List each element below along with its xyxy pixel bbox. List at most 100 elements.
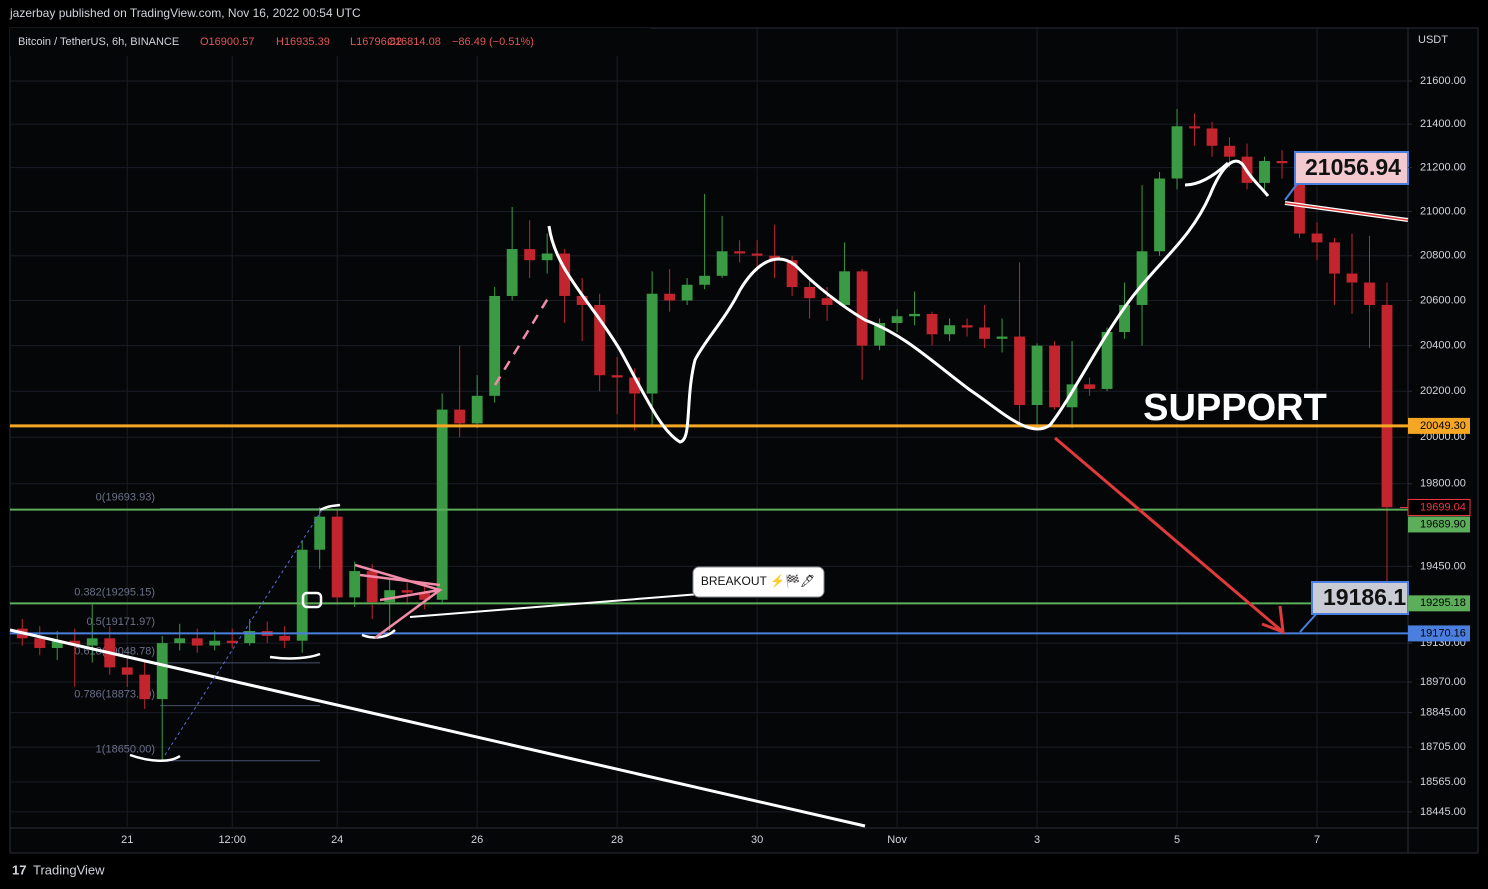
candle-body [1154,178,1165,252]
grid [10,28,1408,828]
axes: 21600.00 21400.00 21200.00 21000.00 20800.00… [121,75,1471,846]
legend-change: −86.49 (−0.51%) [452,36,534,48]
y-tick-label: 18845.00 [1420,707,1466,719]
candle-body [1294,163,1305,234]
last-price-tag [1407,498,1471,516]
y-tick-label: 18970.00 [1420,676,1466,688]
candle-body [926,313,938,335]
trend-line [9,628,866,828]
y-tick-label: 19800.00 [1420,478,1466,490]
candle-body [86,638,98,646]
candle-body [839,271,851,305]
candle-body [69,640,81,646]
candle-body [716,251,728,276]
candle-body [1276,161,1288,164]
candle-body [1066,384,1078,408]
axis-title: USDT [1418,34,1448,46]
x-tick-label: 28 [611,834,623,846]
candle-body [121,667,133,675]
candle-body [611,375,623,378]
fib-label: 0.786(18873.40) [74,689,155,701]
candle-body [856,271,868,346]
candle-body [559,253,571,296]
fib-trend [164,509,323,756]
candle-body [1364,282,1375,305]
candle-body [1224,145,1235,157]
candle-body [996,336,1008,339]
price-tag [1408,595,1470,612]
y-tick-label: 21400.00 [1420,118,1466,130]
x-tick-label: 3 [1034,834,1040,846]
legend-open: O16900.57 [200,36,254,48]
candle-body [244,631,256,644]
candle-body [174,638,186,644]
candle-body [366,571,378,603]
support-text: SUPPORT [1143,387,1327,429]
candle-body [944,325,956,335]
freehand [1184,161,1230,187]
last-price-label: 19699.04 [1420,501,1466,513]
candle-body [1119,304,1130,333]
candle-body [664,293,676,301]
price-tag-label: 19689.90 [1420,518,1466,530]
candle-body [349,571,361,598]
candles [16,108,1393,761]
candle-body [786,260,798,287]
arrow-head [1261,605,1285,635]
candle-body [34,638,46,648]
candle-body [629,377,641,394]
y-tick-label: 19450.00 [1420,560,1466,572]
candle-body [576,295,588,305]
price-tag-label: 20049.30 [1420,420,1466,432]
breakout-text: BREAKOUT ⚡🏁🖋 [701,574,815,588]
candle-body [331,516,343,598]
candle-body [699,275,711,285]
price-tag-label: 19295.18 [1420,597,1466,609]
publish-info: jazerbay published on TradingView.com, N… [9,6,361,20]
target-high-text: 21056.94 [1305,154,1401,180]
candle-body [804,286,816,299]
fib-label: 0(19693.93) [96,492,155,504]
candle-body [419,592,431,600]
x-tick-label: 5 [1174,834,1180,846]
target-low-text: 19186.1 [1323,584,1406,610]
candle-body [1014,336,1025,405]
y-tick-label: 21200.00 [1420,161,1466,173]
candle-body [1031,345,1043,405]
price-tag [1408,417,1470,434]
candle-body [209,640,221,646]
x-tick-label: 26 [471,834,483,846]
candle-body [191,638,203,646]
x-tick-label: 21 [121,834,133,846]
candle-body [1259,161,1270,183]
y-tick-label: 18565.00 [1420,776,1466,788]
breakout-callout [692,566,825,598]
callout-pointer [1299,611,1319,633]
candle-body [1189,126,1200,129]
y-tick-label: 20400.00 [1420,340,1466,352]
brand-icon: 17 [12,862,26,877]
fib-label: 0.5(19171.97) [87,616,156,628]
candle-body [436,409,448,600]
pink-triangle [354,563,443,640]
candle-body [541,253,553,261]
candle-body [1381,304,1393,508]
candle-body [524,249,536,261]
candle-body [1206,128,1218,146]
candle-body [1329,242,1340,274]
y-tick-label: 20000.00 [1420,431,1466,443]
candle-body [1101,332,1113,389]
candle-body [909,313,921,317]
candle-body [226,640,238,644]
legend-high: H16935.39 [276,36,330,48]
candle-body [401,590,413,593]
candle-body [681,284,693,301]
target-high-callout [1294,151,1409,185]
candle-body [1346,273,1358,283]
candle-body [471,395,483,424]
candle-body [961,325,973,328]
freehand [301,591,323,609]
candle-body [1049,345,1060,408]
x-tick-label: 12:00 [218,834,246,846]
